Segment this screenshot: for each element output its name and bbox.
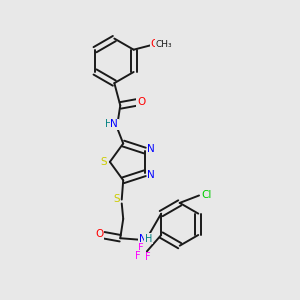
Text: F: F (145, 252, 151, 262)
Text: O: O (150, 39, 159, 49)
Text: H: H (145, 234, 152, 244)
Text: F: F (135, 251, 141, 261)
Text: O: O (95, 230, 104, 239)
Text: N: N (139, 234, 146, 244)
Text: N: N (148, 170, 155, 180)
Text: N: N (148, 144, 155, 154)
Text: H: H (105, 119, 112, 129)
Text: F: F (138, 243, 143, 254)
Text: Cl: Cl (201, 190, 212, 200)
Text: O: O (137, 97, 145, 106)
Text: S: S (100, 157, 107, 167)
Text: N: N (110, 119, 118, 129)
Text: S: S (113, 194, 120, 204)
Text: CH₃: CH₃ (156, 40, 172, 49)
